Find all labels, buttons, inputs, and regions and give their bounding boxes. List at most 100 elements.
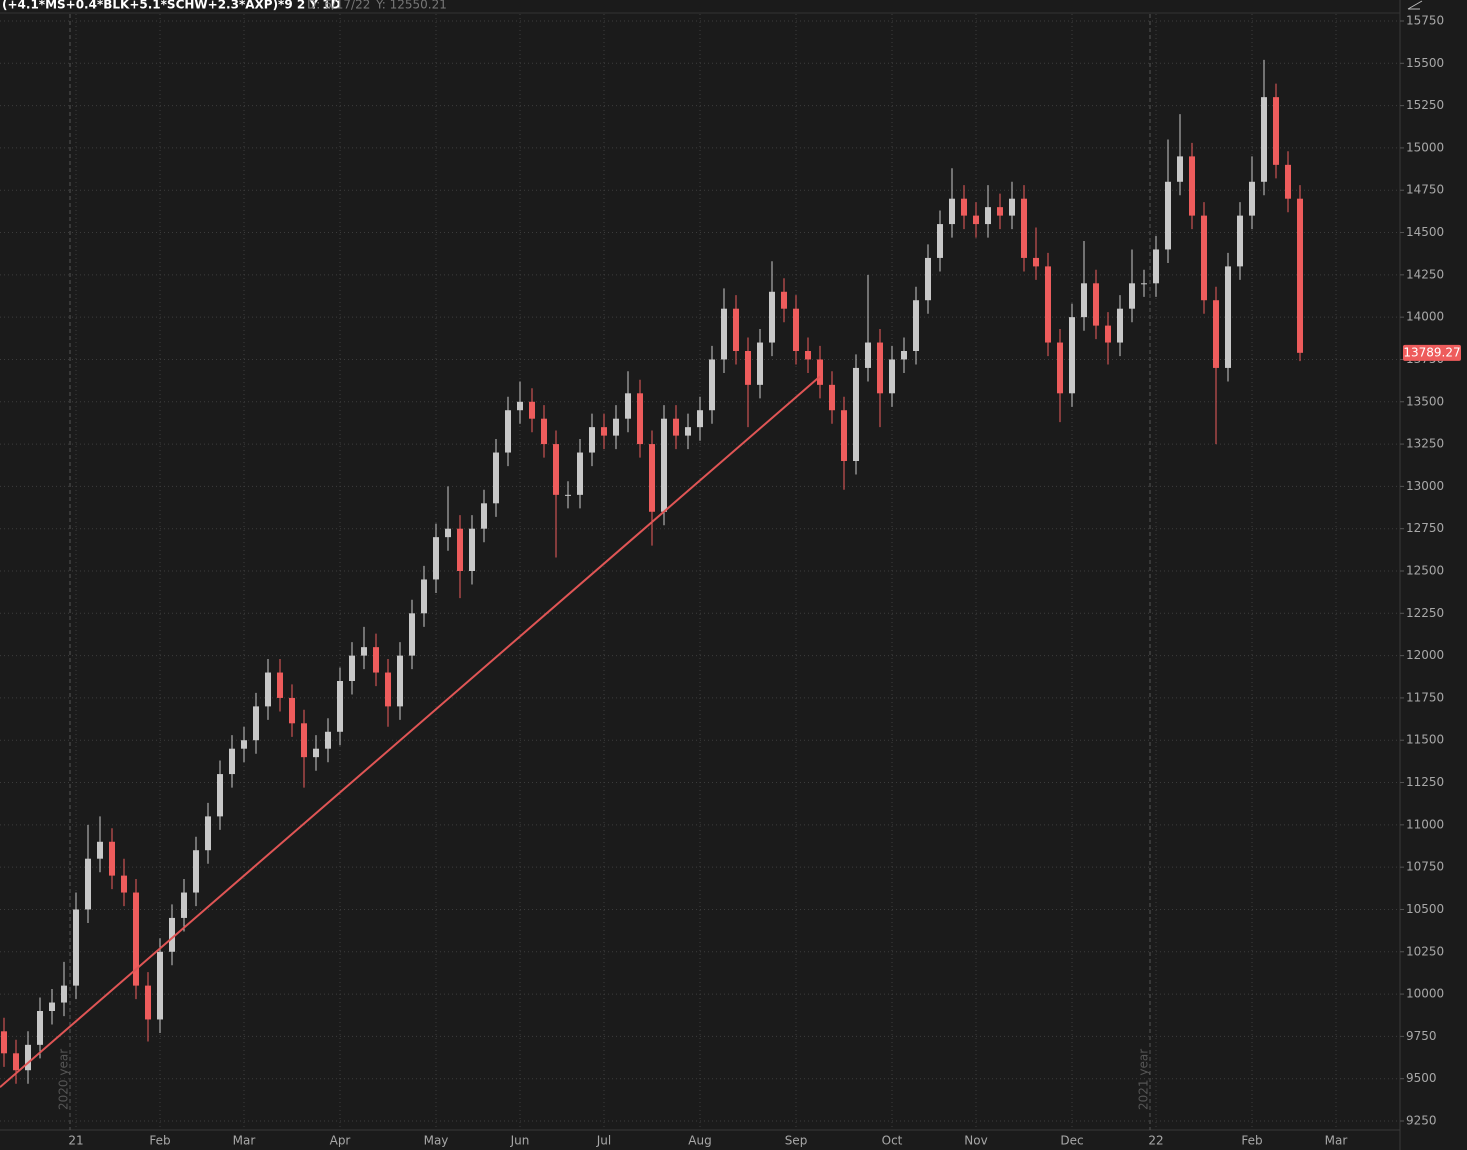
candle-body (97, 841, 103, 859)
candle-body (517, 401, 523, 411)
y-tick-label: 10500 (1406, 902, 1444, 916)
candle-body (373, 647, 379, 673)
candle-body (289, 697, 295, 724)
y-tick-label: 9250 (1406, 1114, 1437, 1128)
candle-body (577, 452, 583, 495)
candle-body (313, 748, 319, 758)
candle-body (757, 342, 763, 385)
candle-body (1129, 283, 1135, 309)
symbol: (+4.1*MS+0.4*BLK+5.1*SCHW+2.3*AXP)*9 2 Y… (2, 0, 341, 12)
y-tick-label: 9750 (1406, 1029, 1437, 1043)
candle-body (901, 351, 907, 360)
candle-body (565, 494, 571, 496)
candle-body (445, 528, 451, 538)
candle-body (625, 393, 631, 419)
y-tick-label: 13250 (1406, 437, 1444, 451)
candle-body (1297, 198, 1303, 353)
candle-body (685, 427, 691, 436)
y-tick-label: 14750 (1406, 183, 1444, 197)
candle-body (37, 1011, 43, 1045)
candle-body (397, 655, 403, 707)
candle-body (673, 418, 679, 436)
candle-body (217, 774, 223, 817)
x-tick-label: 21 (68, 1134, 83, 1148)
x-tick-label: 22 (1148, 1134, 1163, 1148)
candle-body (265, 672, 271, 707)
candle-body (529, 401, 535, 419)
candle-body (841, 410, 847, 461)
candle-body (253, 706, 259, 741)
y-tick-label: 14000 (1406, 310, 1444, 324)
x-tick-label: Aug (688, 1134, 711, 1148)
y-tick-label: 11250 (1406, 775, 1444, 789)
candle-body (709, 359, 715, 411)
candle-body (1, 1031, 7, 1054)
candle-body (1081, 283, 1087, 318)
candle-body (409, 613, 415, 656)
candle-body (61, 985, 67, 1003)
x-tick-label: Sep (785, 1134, 808, 1148)
x-tick-label: May (424, 1134, 449, 1148)
candle-body (721, 308, 727, 360)
candle-body (433, 537, 439, 580)
candle-body (889, 359, 895, 394)
candle-body (121, 875, 127, 893)
x-tick-label: Mar (1325, 1134, 1348, 1148)
cursor-date: D: 6/17/22 (307, 0, 370, 12)
candle-body (973, 215, 979, 225)
candle-body (1057, 342, 1063, 394)
candle-body (49, 1002, 55, 1011)
candle-body (469, 528, 475, 571)
candle-body (1009, 198, 1015, 216)
candle-body (1213, 300, 1219, 368)
candle-body (181, 892, 187, 918)
candle-body (985, 207, 991, 225)
candle-body (1105, 325, 1111, 343)
candle-body (589, 427, 595, 453)
candle-body (1069, 317, 1075, 394)
candle-body (361, 647, 367, 656)
y-tick-label: 15500 (1406, 56, 1444, 70)
candle-body (553, 444, 559, 495)
x-tick-label: Dec (1060, 1134, 1083, 1148)
candle-body (541, 418, 547, 445)
y-tick-label: 11750 (1406, 690, 1444, 704)
candle-body (205, 816, 211, 851)
candle-body (769, 291, 775, 343)
draw-icon[interactable] (1407, 0, 1423, 10)
candle-body (613, 418, 619, 436)
candle-body (1285, 164, 1291, 199)
candle-body (865, 342, 871, 368)
candle-body (25, 1044, 31, 1071)
candle-body (817, 359, 823, 385)
candle-body (337, 681, 343, 732)
candle-body (85, 858, 91, 910)
candle-body (805, 351, 811, 360)
candle-body (1273, 97, 1279, 165)
y-tick-label: 10750 (1406, 860, 1444, 874)
candle-body (193, 850, 199, 893)
y-tick-label: 10000 (1406, 987, 1444, 1001)
candle-body (229, 748, 235, 775)
candle-body (481, 503, 487, 529)
y-tick-label: 11500 (1406, 733, 1444, 747)
x-tick-label: Feb (149, 1134, 170, 1148)
candle-body (457, 528, 463, 571)
y-tick-label: 15750 (1406, 14, 1444, 28)
candle-body (637, 393, 643, 445)
candle-body (949, 198, 955, 225)
candle-body (1165, 181, 1171, 250)
candle-body (829, 384, 835, 411)
candle-body (925, 257, 931, 301)
candle-body (505, 410, 511, 453)
x-tick-label: Apr (330, 1134, 351, 1148)
candle-body (157, 951, 163, 1020)
y-tick-label: 13500 (1406, 394, 1444, 408)
candle-body (1249, 181, 1255, 216)
cursor-value: Y: 12550.21 (375, 0, 447, 12)
y-tick-label: 13000 (1406, 479, 1444, 493)
x-tick-label: Feb (1241, 1134, 1262, 1148)
y-tick-label: 11000 (1406, 817, 1444, 831)
